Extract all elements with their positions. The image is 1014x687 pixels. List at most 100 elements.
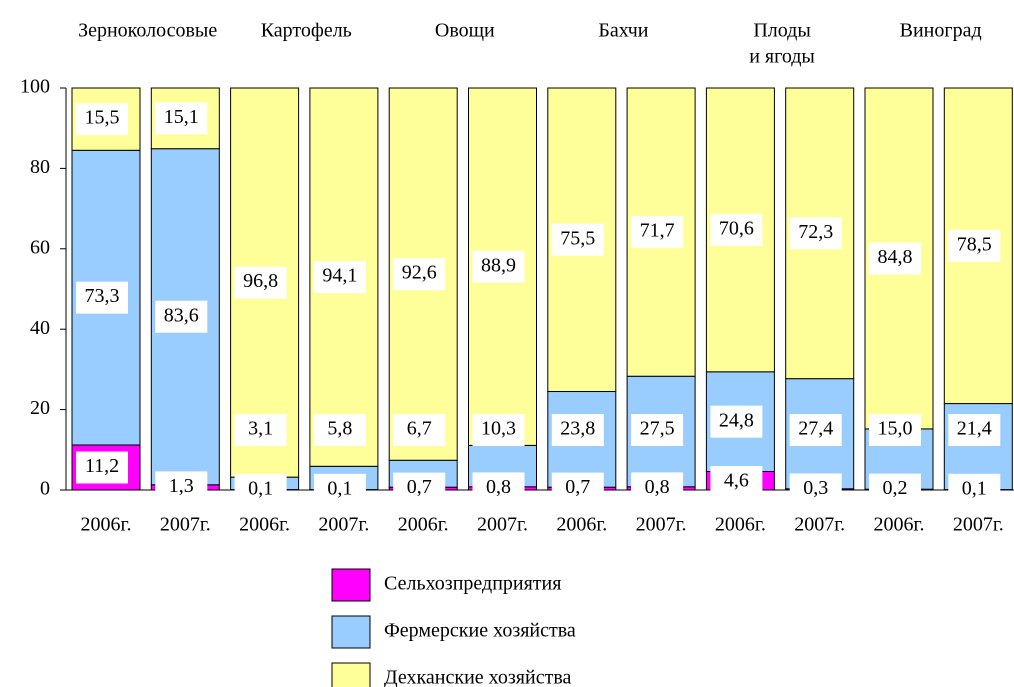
data-label: 0,8 [645,476,670,498]
data-label: 15,0 [878,418,913,440]
y-tick-label: 60 [30,236,50,258]
data-label: 15,5 [85,107,120,129]
data-label: 21,4 [957,418,992,440]
label-box [869,242,921,275]
data-label: 94,1 [322,265,357,287]
group-label: и ягоды [749,46,815,68]
data-label: 0,8 [486,476,511,498]
data-label: 27,4 [798,418,833,440]
label-box [631,414,684,446]
label-box [313,473,366,506]
label-box [551,472,604,505]
label-box [710,405,763,438]
y-tick-label: 100 [20,76,50,98]
x-tick-label: 2006г. [715,514,766,536]
x-tick-label: 2007г. [477,514,528,536]
data-label: 3,1 [248,418,273,440]
x-tick-label: 2007г. [160,514,211,536]
legend-swatch [331,568,371,602]
label-box [155,102,208,135]
label-box [155,471,208,504]
data-label: 0,1 [248,477,273,499]
group-label: Зерноколосовые [78,20,217,42]
x-tick-label: 2006г. [874,514,925,536]
label-box [551,414,604,446]
data-label: 0,1 [962,477,987,499]
x-tick-label: 2006г. [81,514,132,536]
label-box [393,472,446,505]
label-box [234,414,287,446]
x-tick-label: 2007г. [953,514,1004,536]
legend-swatch [331,615,371,649]
data-label: 5,8 [327,418,352,440]
label-box [551,223,604,256]
x-tick-label: 2007г. [794,514,845,536]
label-box [76,281,128,314]
label-box [710,466,763,498]
label-box [948,414,1001,446]
data-label: 71,7 [640,220,675,242]
y-tick-label: 0 [40,478,50,500]
group-label: Картофель [261,20,352,42]
label-box [234,266,287,299]
label-box [631,472,684,505]
label-box [789,414,842,446]
group-label: Бахчи [598,20,648,42]
label-box [789,217,842,250]
data-label: 10,3 [481,418,516,440]
x-tick-label: 2007г. [318,514,369,536]
data-label: 24,8 [719,409,754,431]
group-label: Овощи [435,20,495,42]
data-label: 73,3 [85,285,120,307]
label-box [393,258,446,291]
data-label: 4,6 [724,470,749,492]
label-box [234,473,287,506]
data-label: 15,1 [164,106,199,128]
label-box [869,473,921,506]
label-box [313,414,366,446]
group-label: Плоды [753,20,810,42]
data-label: 83,6 [164,304,199,326]
data-label: 70,6 [719,217,754,239]
label-box [710,213,763,246]
y-tick-label: 20 [30,397,50,419]
data-label: 78,5 [957,233,992,255]
x-tick-label: 2006г. [398,514,449,536]
y-tick-label: 40 [30,317,50,339]
data-label: 0,2 [883,477,908,499]
data-label: 84,8 [878,246,913,268]
legend-swatch [331,662,371,687]
label-box [76,451,128,484]
label-box [789,473,842,506]
label-box [948,473,1001,506]
legend-label: Фермерские хозяйства [384,620,576,642]
label-box [631,216,684,249]
label-box [472,472,525,505]
label-box [393,414,446,446]
data-label: 11,2 [85,455,119,477]
data-label: 6,7 [407,418,432,440]
label-box [76,103,128,136]
data-label: 23,8 [560,418,595,440]
legend-label: Сельхозпредприятия [384,573,561,595]
legend-label: Дехканские хозяйства [384,667,572,687]
data-label: 0,7 [565,476,590,498]
data-label: 72,3 [798,221,833,243]
data-label: 92,6 [402,262,437,284]
data-label: 0,1 [327,477,352,499]
label-box [313,261,366,294]
data-label: 0,3 [803,477,828,499]
label-box [948,229,1001,262]
data-label: 75,5 [560,227,595,249]
data-label: 96,8 [243,270,278,292]
data-label: 1,3 [169,475,194,497]
data-label: 88,9 [481,254,516,276]
x-tick-label: 2006г. [556,514,607,536]
label-box [869,414,921,446]
y-tick-label: 80 [30,156,50,178]
x-tick-label: 2007г. [636,514,687,536]
label-box [472,414,525,446]
label-box [472,250,525,283]
data-label: 0,7 [407,476,432,498]
